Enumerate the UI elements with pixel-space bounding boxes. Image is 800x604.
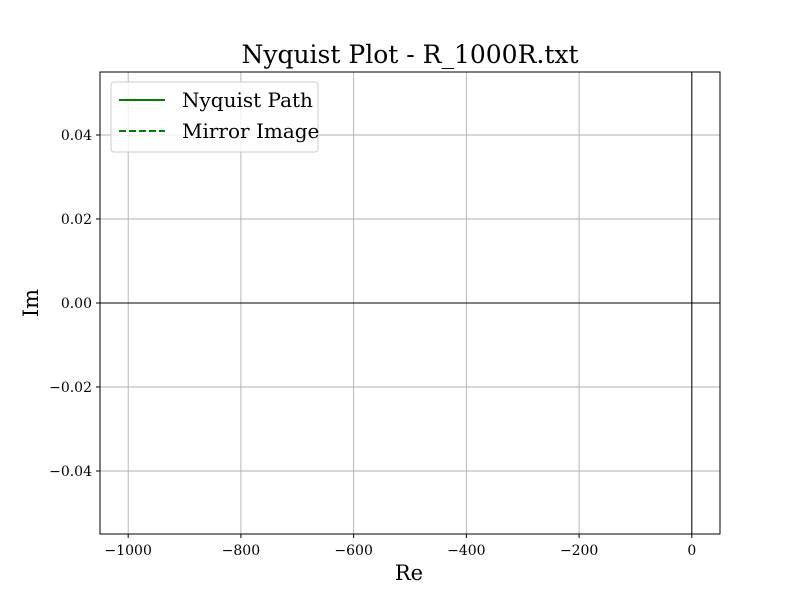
y-tick-label-minus-0-04: −0.04 (49, 464, 92, 480)
x-tick-label-minus-600: −600 (334, 543, 372, 559)
y-tick-label-0-04: 0.04 (61, 128, 92, 144)
x-tick-label-minus-1000: −1000 (105, 543, 152, 559)
legend-label-nyquist-path: Nyquist Path (182, 88, 313, 112)
x-axis-ticks: −1000 −800 −600 −400 −200 0 (105, 534, 696, 559)
x-tick-label-minus-800: −800 (222, 543, 260, 559)
legend-label-mirror-image: Mirror Image (182, 119, 319, 143)
x-tick-label-minus-200: −200 (560, 543, 598, 559)
x-tick-label-minus-400: −400 (447, 543, 485, 559)
y-axis-label: Im (19, 289, 43, 317)
legend: Nyquist Path Mirror Image (110, 81, 319, 153)
y-tick-label-0-00: 0.00 (61, 296, 92, 312)
y-axis-ticks: −0.04 −0.02 0.00 0.02 0.04 (49, 128, 100, 480)
chart-title: Nyquist Plot - R_1000R.txt (241, 40, 578, 69)
y-tick-label-minus-0-02: −0.02 (49, 380, 92, 396)
y-tick-label-0-02: 0.02 (61, 212, 92, 228)
x-axis-label: Re (395, 561, 423, 585)
reference-lines (100, 72, 720, 534)
x-tick-label-0: 0 (687, 543, 696, 559)
